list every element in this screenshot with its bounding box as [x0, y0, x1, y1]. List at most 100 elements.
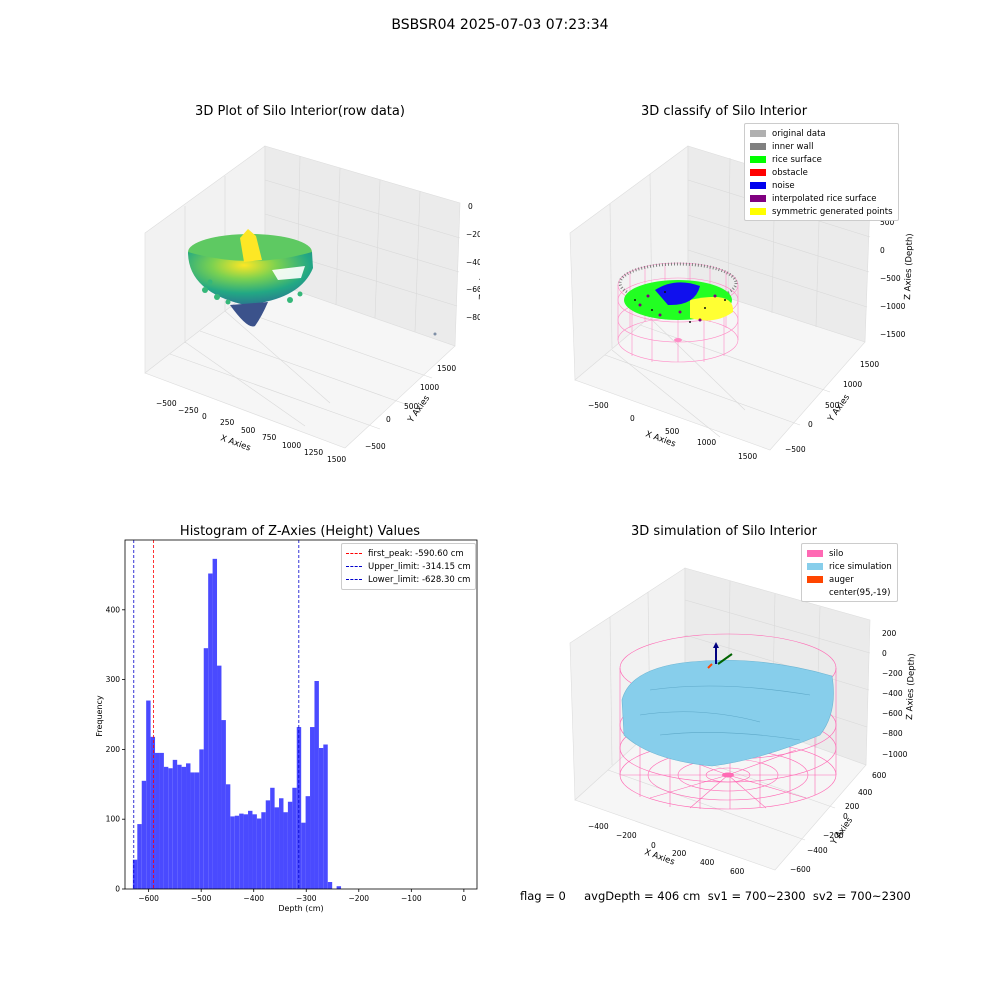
histogram-bar [230, 816, 235, 889]
histogram-bar [194, 772, 200, 889]
histogram-bar [212, 558, 218, 889]
legend-item: obstacle [750, 166, 893, 179]
svg-text:−200: −200 [466, 230, 480, 239]
legend-item: silo [807, 547, 892, 560]
histogram-lines [133, 540, 300, 889]
svg-text:200: 200 [845, 802, 860, 811]
histogram-bar [159, 752, 164, 889]
histogram-bar [217, 665, 222, 889]
histogram-bar [279, 798, 284, 889]
svg-text:−800: −800 [466, 313, 480, 322]
svg-text:−1000: −1000 [880, 302, 906, 311]
svg-text:600: 600 [730, 867, 745, 876]
svg-text:250: 250 [220, 418, 235, 427]
histogram-bar [225, 784, 231, 889]
svg-text:0: 0 [468, 202, 473, 211]
svg-text:1500: 1500 [327, 455, 346, 464]
svg-text:−400: −400 [588, 822, 609, 831]
svg-text:0: 0 [651, 841, 656, 850]
histogram-bar [181, 766, 187, 889]
svg-text:−400: −400 [882, 689, 903, 698]
histogram-bar [336, 886, 342, 889]
x-tick-label: −500 [191, 894, 212, 903]
svg-text:−500: −500 [156, 399, 177, 408]
legend-item: rice simulation [807, 560, 892, 573]
histogram-bar [292, 787, 297, 889]
svg-text:0: 0 [880, 246, 885, 255]
plot2-3d-axes: 500 0 −500 −1000 −1500 −500 0 500 1000 1500 −5… [569, 145, 915, 461]
histogram-bar [168, 768, 173, 889]
histogram-bar [172, 759, 178, 889]
svg-text:1000: 1000 [697, 438, 716, 447]
histogram-bar [186, 763, 191, 889]
svg-text:500: 500 [241, 426, 256, 435]
svg-text:−600: −600 [790, 865, 811, 874]
histogram-chart: −600 −500 −400 −300 −200 −100 0 0100200300400 … [95, 539, 478, 913]
histogram-bar [310, 727, 315, 889]
histogram-bar [301, 822, 306, 889]
histogram-bar [221, 720, 226, 889]
status-footer: flag = 0 avgDepth = 406 cm sv1 = 700~230… [520, 889, 911, 903]
svg-text:−400: −400 [807, 846, 828, 855]
legend-item: first_peak: -590.60 cm [346, 547, 471, 560]
histogram-bar [256, 818, 262, 889]
svg-text:−500: −500 [785, 445, 806, 454]
histogram-bar [283, 812, 288, 889]
histogram-bar [265, 800, 271, 889]
svg-text:500: 500 [825, 401, 840, 410]
svg-text:500: 500 [404, 402, 419, 411]
plot2-legend: original data inner wall rice surface ob… [744, 123, 899, 221]
y-tick-label: 400 [106, 605, 121, 614]
plot4-title: 3D simulation of Silo Interior [631, 524, 817, 539]
histogram-bar [323, 744, 328, 889]
svg-text:−400: −400 [466, 258, 480, 267]
svg-text:1000: 1000 [843, 380, 862, 389]
svg-text:1500: 1500 [738, 452, 757, 461]
histogram-y-ticks: 0 100 200 300 400 [106, 605, 125, 894]
svg-text:Z Axies (Depth): Z Axies (Depth) [903, 233, 915, 300]
y-tick-label: 100 [106, 815, 121, 824]
histogram-bar [305, 796, 311, 889]
svg-text:X Axies: X Axies [219, 433, 252, 453]
histogram-bar [248, 810, 253, 889]
svg-text:400: 400 [858, 788, 873, 797]
histogram-bar [243, 814, 249, 889]
svg-text:−500: −500 [365, 442, 386, 451]
x-tick-label: −300 [296, 894, 317, 903]
x-tick-label: −100 [401, 894, 422, 903]
svg-text:1250: 1250 [304, 448, 323, 457]
svg-text:0: 0 [882, 649, 887, 658]
histogram-bar [274, 807, 280, 889]
svg-text:1000: 1000 [282, 441, 301, 450]
histogram-bar [199, 749, 204, 889]
svg-text:0: 0 [202, 412, 207, 421]
plot2-title: 3D classify of Silo Interior [640, 104, 808, 119]
x-tick-label: 0 [461, 894, 466, 903]
svg-text:−800: −800 [882, 729, 903, 738]
histogram-frame [124, 539, 478, 890]
legend-item: symmetric generated points [750, 205, 893, 218]
svg-text:Z Axies (Depth): Z Axies (Depth) [905, 653, 917, 720]
histogram-bar [287, 801, 293, 889]
histogram-bar [314, 680, 319, 889]
legend-item: Lower_limit: -628.30 cm [346, 573, 471, 586]
histogram-bar [150, 736, 156, 889]
svg-text:−200: −200 [616, 831, 637, 840]
svg-text:−500: −500 [588, 401, 609, 410]
y-tick-label: 200 [106, 745, 121, 754]
legend-item: noise [750, 179, 893, 192]
histogram-bar [261, 812, 266, 889]
svg-text:−600: −600 [882, 709, 903, 718]
x-tick-label: −400 [243, 894, 264, 903]
histogram-xlabel: Depth (cm) [278, 904, 323, 913]
histogram-bar [252, 814, 257, 889]
svg-text:1500: 1500 [860, 360, 879, 369]
histogram-bar [296, 727, 302, 889]
legend-item: original data [750, 127, 893, 140]
svg-text:−500: −500 [880, 274, 901, 283]
svg-text:0: 0 [630, 414, 635, 423]
histogram-bar [327, 882, 333, 889]
histogram-title: Histogram of Z-Axies (Height) Values [179, 524, 421, 539]
